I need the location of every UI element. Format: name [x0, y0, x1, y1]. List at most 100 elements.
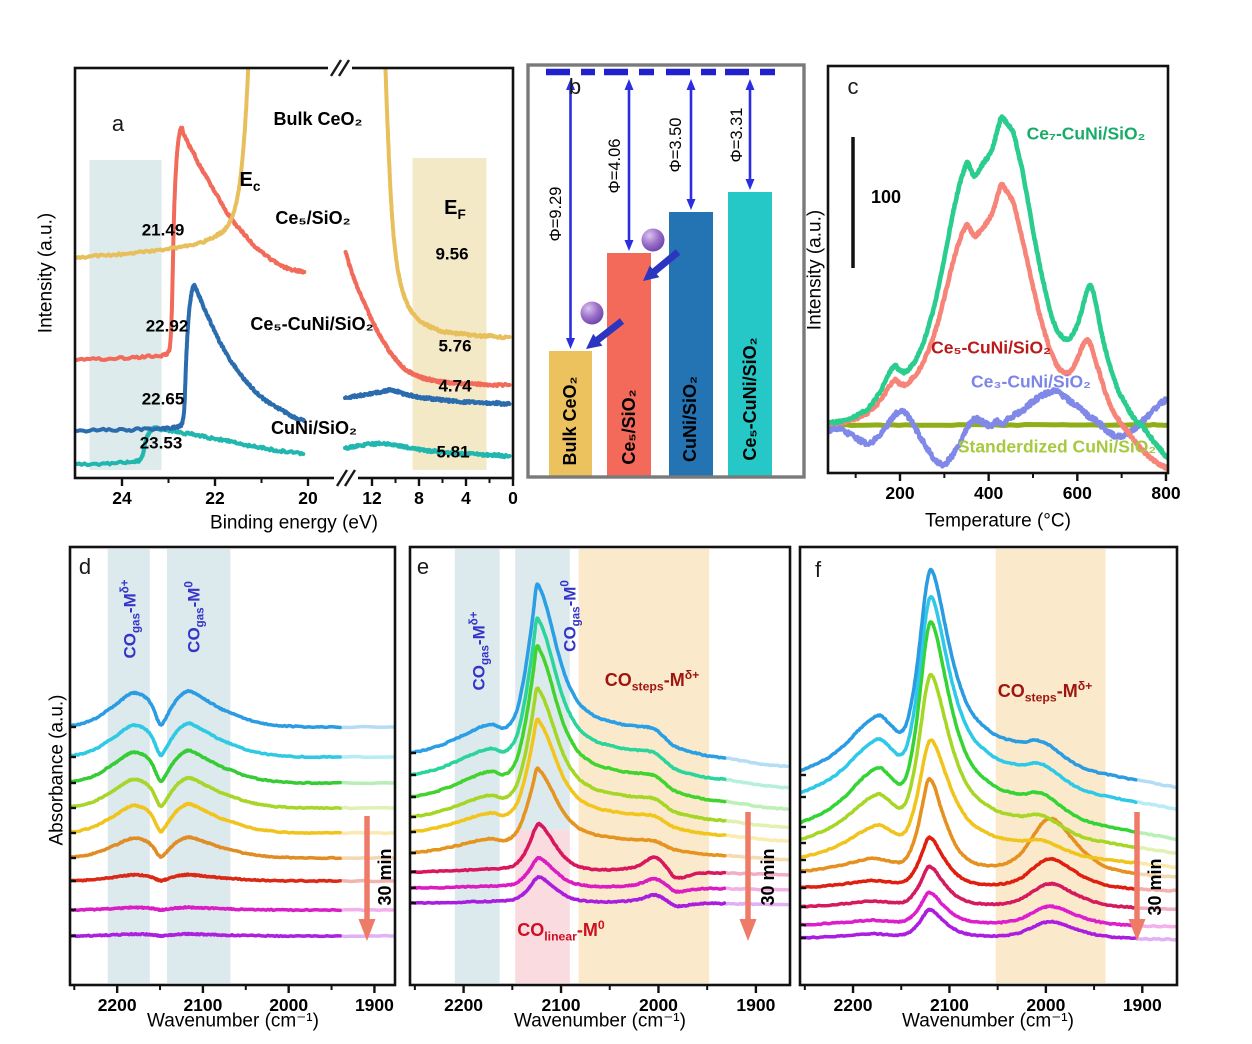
c-y-axis-label: Intensity (a.u.)	[804, 209, 826, 331]
ir-spectrum-curve	[411, 855, 727, 894]
ir-spectrum-curve	[411, 644, 727, 804]
panel-letter-d: d	[78, 554, 92, 579]
c-series-label: Standerdized CuNi/SiO₂	[957, 436, 1157, 457]
svg-text:1900: 1900	[1123, 995, 1162, 1015]
ir-spectrum-curve	[801, 907, 1137, 940]
b-workfunction-label: Φ=3.50	[666, 117, 685, 173]
svg-text:200: 200	[885, 483, 914, 503]
a-y-axis-label: Intensity (a.u.)	[35, 212, 57, 334]
svg-text:400: 400	[974, 483, 1003, 503]
a-cutoff-value: 21.49	[141, 220, 185, 240]
ir-spectrum-curve	[801, 567, 1138, 782]
f-x-axis-label: Wavenumber (cm⁻¹)	[902, 1010, 1074, 1032]
panel-letter-e: e	[416, 554, 430, 579]
ir-spectrum-curve	[801, 594, 1138, 805]
a-series-label: Bulk CeO₂	[273, 109, 363, 129]
ir-spectrum-curve	[801, 835, 1137, 891]
ir-spectrum-curve	[801, 864, 1137, 910]
ir-spectrum-curve	[71, 688, 342, 730]
d-y-axis-label: Absorbance (a.u.)	[46, 694, 68, 846]
panel-a-graphics: 24 22 20 12 8 4 0	[73, 59, 518, 508]
e-x-axis-label: Wavenumber (cm⁻¹)	[514, 1010, 686, 1032]
highlight-band	[995, 549, 1106, 983]
b-workfunction-label: Φ=9.29	[546, 186, 565, 242]
svg-text:2200: 2200	[834, 995, 873, 1015]
ir-spectrum-tail	[722, 853, 789, 862]
spectrum-curve	[76, 69, 251, 260]
d-x-axis-label: Wavenumber (cm⁻¹)	[147, 1010, 319, 1032]
spectrum-curve	[343, 387, 512, 407]
c-scalebar-label: 100	[870, 187, 902, 207]
svg-text:2000: 2000	[269, 995, 308, 1015]
electron-sphere	[580, 301, 604, 325]
a-series-label: Ce₅/SiO₂	[275, 208, 351, 228]
svg-text:2000: 2000	[1026, 995, 1065, 1015]
b-bar-label: Ce₅-CuNi/SiO₂	[740, 337, 760, 461]
a-fermi-value: 5.81	[436, 442, 470, 462]
panel-letter-c: c	[847, 74, 859, 99]
ir-spectrum-curve	[71, 872, 342, 884]
d-duration-label: 30 min	[375, 848, 395, 906]
ir-spectrum-curve	[801, 890, 1137, 928]
ir-spectrum-curve	[801, 738, 1138, 865]
ir-spectrum-curve	[411, 616, 727, 781]
a-ec-label: Ec	[239, 169, 261, 195]
e-steps-band-label: COsteps-Mδ+	[604, 668, 700, 694]
a-fermi-value: 4.74	[438, 376, 472, 396]
a-series-label: Ce₅-CuNi/SiO₂	[250, 314, 374, 334]
svg-text:1900: 1900	[736, 995, 775, 1015]
ir-spectrum-tail	[1133, 830, 1176, 842]
panel-b-graphics	[526, 63, 806, 479]
tpr-curve	[829, 387, 1167, 469]
ir-spectrum-tail	[1135, 923, 1176, 929]
a-cutoff-value: 22.65	[141, 389, 185, 409]
panel-c-graphics: 200 400 600 800	[826, 64, 1181, 503]
d-band-label: COgas-Mδ+	[119, 579, 143, 659]
panel-d-graphics: 2200 2100 2000 1900	[68, 545, 397, 1015]
spectrum-curve	[343, 440, 512, 460]
ir-spectrum-tail	[1135, 936, 1176, 942]
workfunction-bar	[607, 253, 651, 477]
d-band-label: COgas-M0	[183, 581, 207, 653]
spectrum-curve	[343, 250, 512, 389]
ir-spectrum-tail	[722, 833, 789, 843]
ir-spectrum-curve	[801, 620, 1138, 834]
ir-spectrum-curve	[71, 801, 342, 836]
svg-text:600: 600	[1063, 483, 1092, 503]
ir-spectrum-curve	[411, 766, 727, 858]
highlight-band	[454, 549, 500, 983]
svg-text:4: 4	[461, 488, 471, 508]
a-cutoff-value: 22.92	[145, 316, 189, 336]
ir-spectrum-tail	[338, 754, 394, 760]
ir-spectrum-curve	[411, 717, 727, 838]
ir-spectrum-tail	[1135, 886, 1176, 893]
svg-text:2200: 2200	[444, 995, 483, 1015]
e-linear-band-label: COlinear-M0	[517, 918, 605, 944]
ir-spectrum-tail	[338, 724, 394, 730]
ir-spectrum-tail	[722, 777, 789, 790]
ir-spectrum-tail	[1135, 905, 1176, 912]
workfunction-bar	[549, 351, 592, 477]
ir-spectrum-tail	[338, 780, 394, 786]
spectrum-curve	[76, 282, 307, 434]
e-band-label: COgas-M0	[559, 580, 583, 652]
ir-spectrum-curve	[801, 776, 1137, 875]
svg-text:800: 800	[1151, 483, 1180, 503]
ir-spectrum-curve	[71, 931, 342, 939]
a-fermi-value: 5.76	[438, 336, 472, 356]
svg-text:1900: 1900	[355, 995, 394, 1015]
electron-sphere	[641, 228, 665, 252]
c-series-label: Ce₇-CuNi/SiO₂	[1026, 123, 1146, 144]
tpr-curve	[829, 181, 1167, 472]
b-workfunction-label: Φ=4.06	[605, 138, 624, 194]
f-steps-band-label: COsteps-Mδ+	[997, 679, 1093, 705]
svg-text:20: 20	[298, 488, 318, 508]
tpr-curve	[829, 114, 1167, 461]
ir-spectrum-tail	[1133, 845, 1176, 855]
svg-text:2100: 2100	[930, 995, 969, 1015]
ir-spectrum-curve	[411, 582, 727, 760]
ir-spectrum-curve	[71, 748, 342, 786]
ir-spectrum-tail	[722, 799, 789, 811]
